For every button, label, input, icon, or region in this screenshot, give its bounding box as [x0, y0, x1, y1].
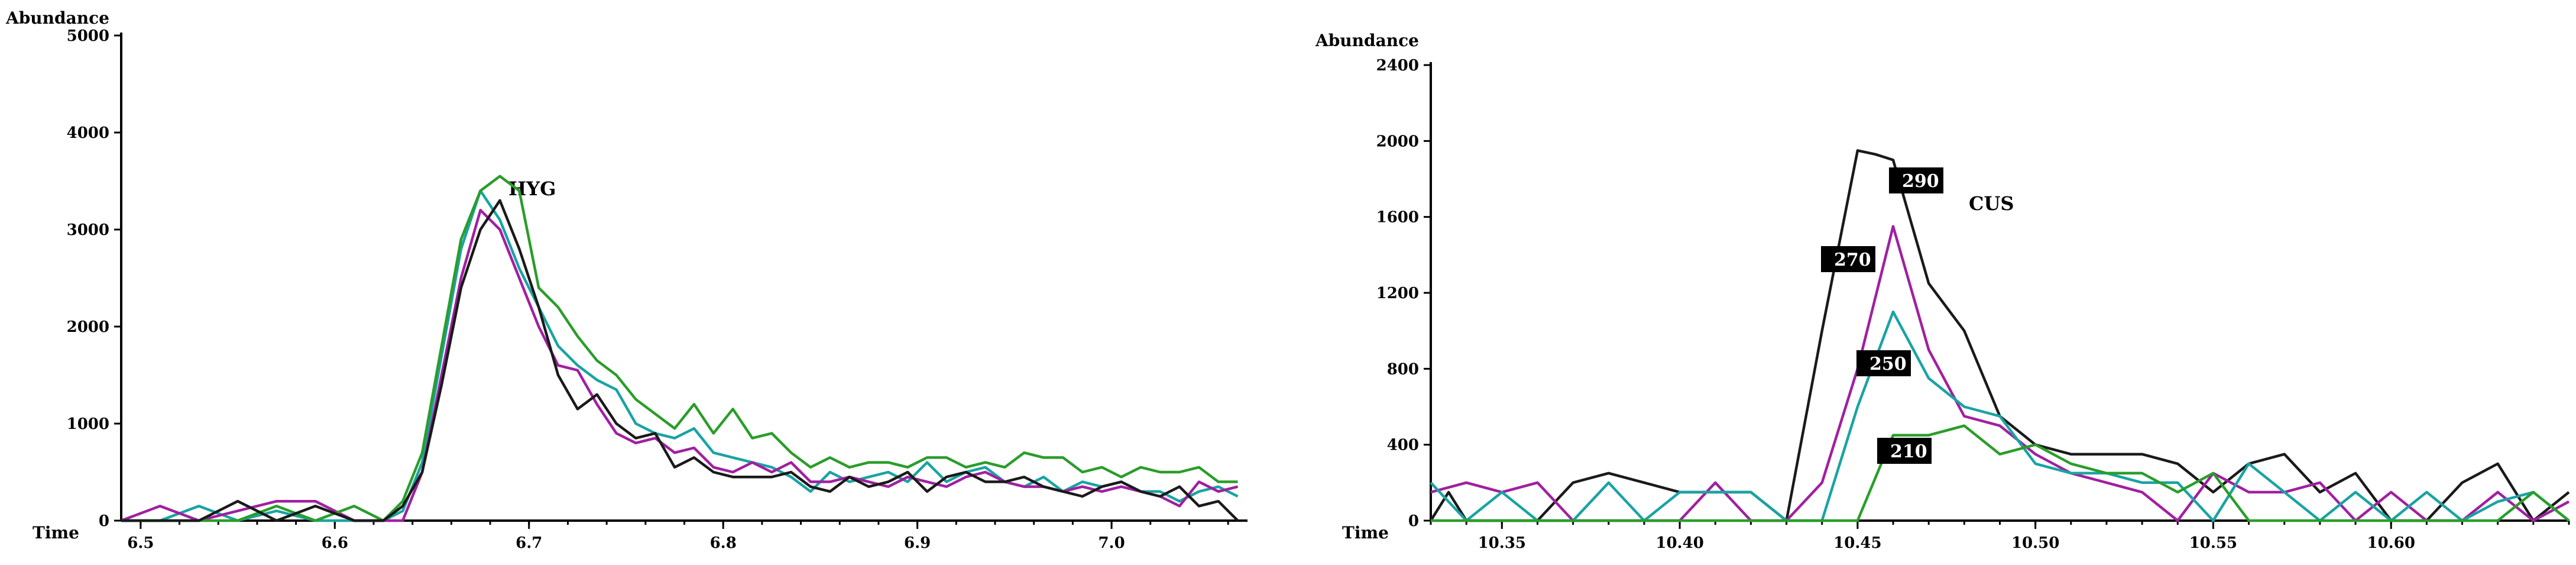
- series-line-1: [121, 208, 1239, 522]
- series-label: 270: [1834, 250, 1871, 270]
- series-line-210: [1431, 424, 2570, 522]
- series-line-3: [121, 199, 1239, 522]
- x-tick-label: 10.50: [2011, 534, 2059, 552]
- y-tick-label: 2400: [1376, 57, 1419, 75]
- series-label-box: [1877, 438, 1932, 464]
- y-tick-label: 0: [1408, 512, 1419, 530]
- x-tick-label: 10.60: [2367, 534, 2415, 552]
- cus-ylabel: Abundance: [1315, 31, 1419, 50]
- series-line-250: [1430, 310, 2570, 522]
- y-tick-label: 1000: [67, 415, 109, 433]
- series-label: 290: [1902, 171, 1939, 192]
- series-label-box: [1856, 350, 1911, 376]
- series-line-290: [1430, 149, 2570, 522]
- x-tick-label: 6.5: [127, 534, 154, 552]
- y-tick-label: 0: [99, 512, 109, 530]
- y-tick-label: 1200: [1376, 285, 1419, 302]
- x-tick-label: 10.55: [2189, 534, 2237, 552]
- x-tick-label: 6.8: [710, 534, 737, 552]
- series-label: 210: [1890, 441, 1927, 462]
- hyg-xlabel: Time: [33, 523, 79, 543]
- hyg-ylabel: Abundance: [5, 8, 109, 28]
- y-tick-label: 3000: [67, 221, 109, 239]
- x-tick-label: 6.9: [904, 534, 931, 552]
- y-tick-label: 2000: [1376, 133, 1419, 150]
- cus-annotation: CUS: [1969, 192, 2014, 215]
- y-tick-label: 400: [1387, 437, 1419, 454]
- x-tick-label: 7.0: [1098, 534, 1125, 552]
- y-tick-label: 1600: [1376, 209, 1419, 227]
- y-tick-label: 5000: [67, 27, 109, 45]
- cus-xlabel: Time: [1342, 523, 1389, 543]
- series-label-box: [1889, 167, 1943, 193]
- series-line-2: [121, 175, 1238, 522]
- x-tick-label: 10.40: [1655, 534, 1703, 552]
- cus-chart: Abundance Time CUS 0 400 800 1200 1600 2000 24…: [1315, 31, 2570, 552]
- series-line-270: [1430, 225, 2570, 522]
- series-line-0: [121, 189, 1239, 522]
- y-tick-label: 2000: [67, 318, 109, 336]
- series-label: 250: [1869, 354, 1907, 374]
- series-label-box: [1821, 246, 1875, 272]
- x-tick-label: 10.45: [1833, 534, 1881, 552]
- x-tick-label: 10.35: [1478, 534, 1526, 552]
- x-tick-label: 6.7: [516, 534, 542, 552]
- y-tick-label: 4000: [67, 124, 109, 142]
- hyg-chart: Abundance Time HYG 010002000300040005000…: [5, 8, 1248, 552]
- y-tick-label: 800: [1387, 360, 1419, 378]
- x-tick-label: 6.6: [322, 534, 348, 552]
